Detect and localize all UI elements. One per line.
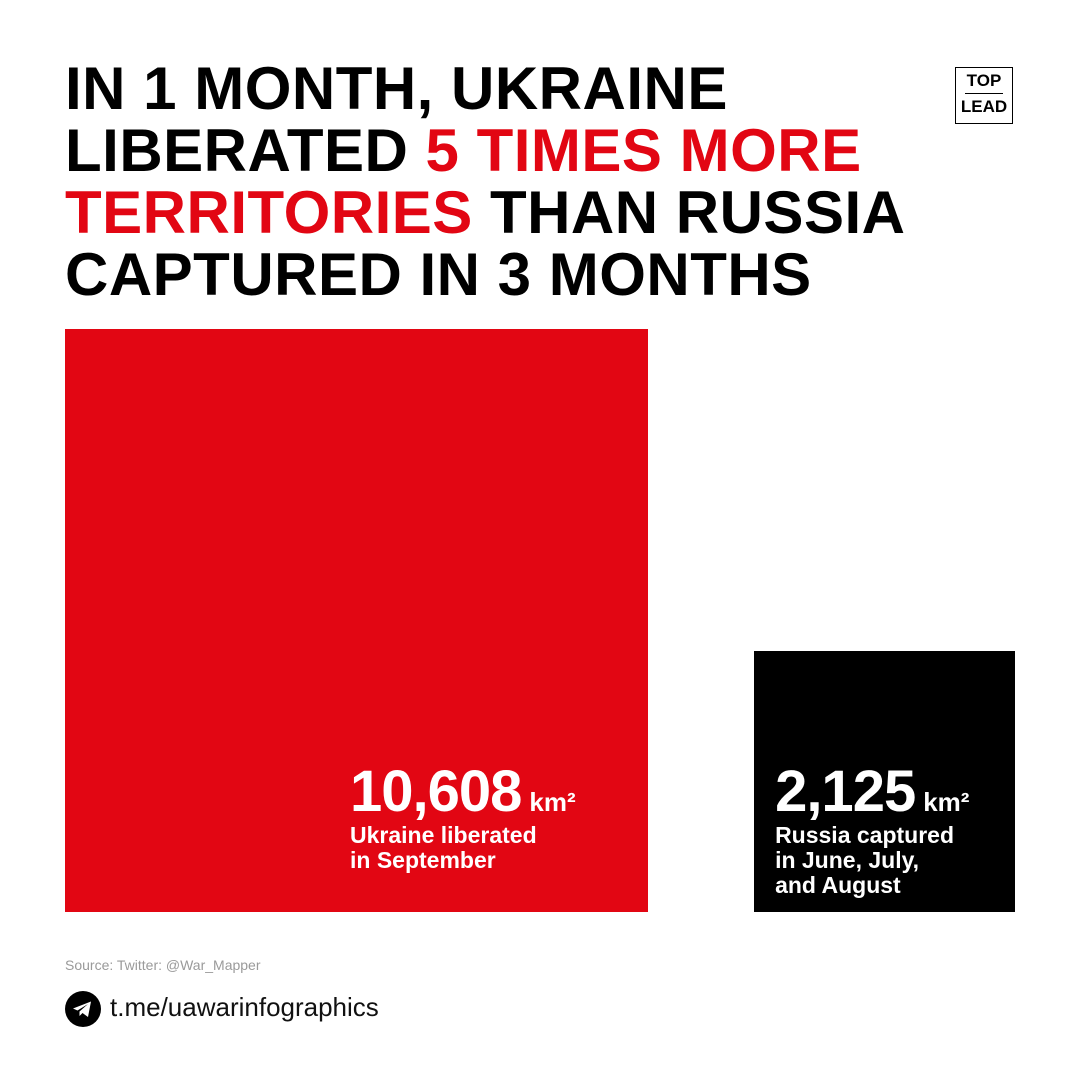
- category-line: in September: [350, 847, 496, 873]
- square: [65, 329, 648, 912]
- category-label: Ukraine liberated in September: [350, 823, 537, 873]
- title-part: 5 TIMES MORE TERRITORIES: [65, 117, 862, 246]
- title-part: IN 1 MONTH, UKRAINE LIBERATED: [65, 55, 728, 184]
- logo: TOP LEAD: [955, 67, 1013, 124]
- value-unit: km²: [529, 787, 576, 817]
- title-part: THAN RUSSIA CAPTURED IN 3 MONTHS: [65, 179, 904, 308]
- category-line: and August: [775, 872, 901, 898]
- logo-separator: [965, 93, 1003, 94]
- square: [754, 651, 1015, 912]
- logo-top: TOP: [966, 71, 1002, 90]
- category-label: Russia captured in June, July, and August: [775, 823, 954, 898]
- value-label: 10,608 km²: [350, 762, 576, 832]
- title: IN 1 MONTH, UKRAINE LIBERATED 5 TIMES MO…: [65, 58, 955, 306]
- logo-bottom: LEAD: [960, 97, 1008, 116]
- value-number: 2,125: [775, 759, 916, 824]
- value-unit: km²: [923, 787, 970, 817]
- source: Source: Twitter: @War_Mapper: [65, 957, 261, 973]
- category-line: in June, July,: [775, 847, 920, 873]
- category-line: Ukraine liberated: [350, 822, 537, 848]
- telegram-link[interactable]: t.me/uawarinfographics: [110, 992, 379, 1022]
- category-line: Russia captured: [775, 822, 955, 848]
- value-number: 10,608: [350, 759, 522, 824]
- value-label: 2,125 km²: [775, 762, 969, 832]
- telegram-icon: [65, 991, 101, 1027]
